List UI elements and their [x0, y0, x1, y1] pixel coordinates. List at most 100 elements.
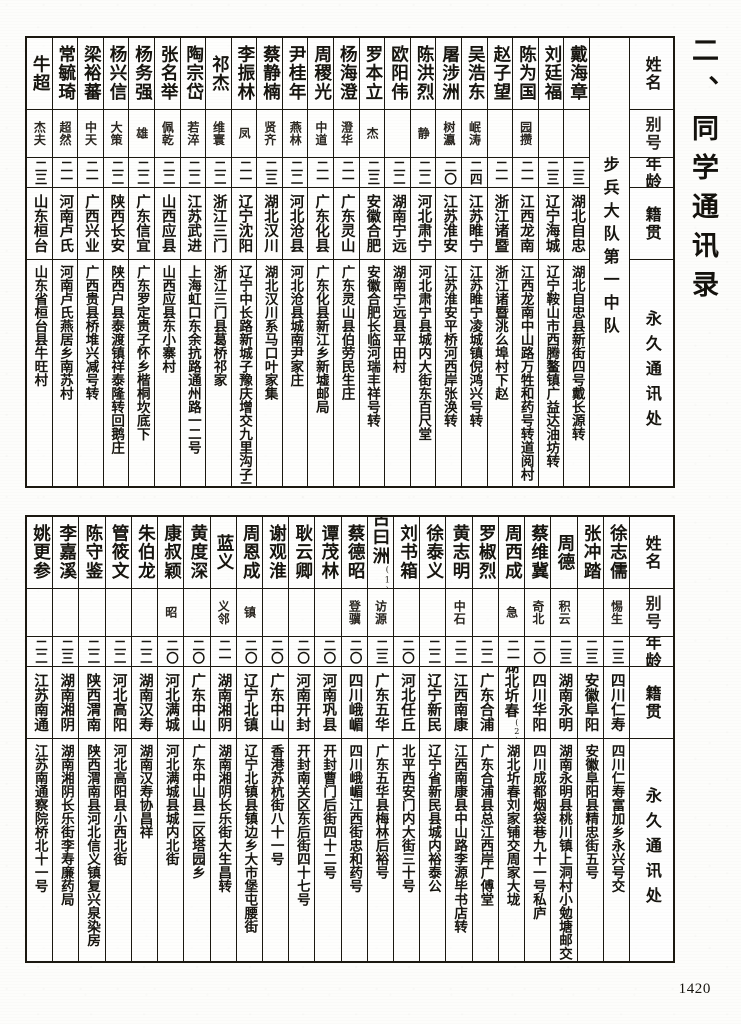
entry-age: 二三: [564, 158, 589, 188]
entry-name: 徐泰义: [420, 517, 446, 589]
entry-name: 谢观淮: [262, 517, 289, 589]
entry-age: 二一: [513, 158, 538, 188]
entry-alias: [487, 110, 513, 158]
entry-address: 上海虹口东余抗路通州路一二号: [184, 265, 201, 454]
directory-entry-column: 陈洪烈静二二 河北肃宁 河北肃宁县城内大街东百尺堂: [409, 38, 436, 486]
entry-address: 浙江三门县葛桥祁家: [210, 265, 227, 387]
entry-origin: 江苏淮安: [436, 188, 462, 260]
entry-alias: 佩乾: [154, 110, 180, 158]
entry-name: 蔡静楠: [257, 38, 282, 110]
entry-name: 康叔颖: [158, 517, 184, 589]
entry-age: 二三: [367, 637, 394, 667]
entry-origin: 广东化县: [308, 188, 334, 260]
entry-age: 二二: [26, 637, 53, 667]
entry-origin: 江西龙南: [513, 188, 538, 260]
entry-age: 二三: [603, 637, 629, 667]
directory-entry-column: 尹桂年 燕林 二二 河北沧县 河北沧县城南尹家庄: [281, 38, 308, 486]
entry-origin: 四川峨嵋: [341, 667, 367, 739]
directory-entry-column: 康叔颖昭二〇 河北满城 河北满城县城内北街: [157, 517, 184, 961]
entry-alias: [131, 589, 158, 637]
entry-address: 四川成都烟袋巷九十一号私庐: [529, 744, 546, 920]
directory-entry-column: 罗椒烈 二二 广东合浦 广东合浦县总江西岸广傅堂: [471, 517, 498, 961]
entry-origin: 河南巩县: [315, 667, 341, 739]
directory-entry-column: 杨务强雄二二 广东信宜 广东罗定贵子怀乡楷桐坎底下: [128, 38, 154, 486]
entry-name: 刘书箱: [394, 517, 420, 589]
entry-name: 陶宗岱: [180, 38, 206, 110]
header-label-name: 姓名: [630, 517, 673, 589]
entry-age: 二〇: [394, 637, 420, 667]
entry-name: 梁裕蕃: [78, 38, 103, 110]
entry-name: 耿云卿: [289, 517, 315, 589]
entry-address: 北平西安门内大街三十号: [398, 744, 415, 893]
entry-alias: [105, 589, 131, 637]
entry-alias: 岷涛: [462, 110, 487, 158]
entry-address: 辽宁省新民县城内裕泰公: [424, 744, 441, 893]
entry-address: 山西应县东小寨村: [159, 265, 176, 373]
entry-age: 二二: [420, 637, 446, 667]
entry-origin: 四川华阳: [525, 667, 551, 739]
entry-address: 陕西渭南县河北信义镇复兴泉染房: [84, 744, 101, 947]
header-label-origin: 籍贯: [630, 667, 673, 739]
directory-entry-column: 蔡静楠 贤齐 二三 湖北汉川 湖北汉川系马口叶家集: [256, 38, 282, 486]
entry-address: 河北满城县城内北街: [162, 744, 179, 866]
entry-origin: 四川仁寿: [603, 667, 629, 739]
entry-origin: 湖南永明: [551, 667, 577, 739]
entry-alias: 凤: [231, 110, 257, 158]
entry-origin: 广东灵山: [334, 188, 359, 260]
entry-address: 湖北自忠县新街四号戴长源转: [568, 265, 585, 441]
entry-alias: [53, 589, 79, 637]
entry-name: 陈为国: [513, 38, 538, 110]
entry-age: 二〇: [262, 637, 289, 667]
entry-origin: 湖北圻春(2): [498, 667, 525, 739]
entry-name: 徐志儒: [603, 517, 629, 589]
directory-entry-column: 牛超 杰夫 二三 山东桓台 山东省桓台县牛旺村: [26, 38, 52, 486]
entry-alias: [394, 589, 420, 637]
entry-age: 二三: [359, 158, 385, 188]
entry-alias: 访源: [367, 589, 394, 637]
directory-entry-column: 陈为国 园攒 二一 江西龙南 江西龙南中山路万牲和药号转道阅村: [512, 38, 538, 486]
directory-entry-column: 杨兴信 大策 二二 陕西长安 陕西户县泰渡镇祥泰隆转回鹅庄: [102, 38, 129, 486]
entry-name: 黄度深: [184, 517, 210, 589]
entry-origin: 河南卢氏: [52, 188, 78, 260]
entry-origin: 湖南湘阴: [210, 667, 236, 739]
entry-name: 张名举: [154, 38, 180, 110]
entry-age: 二四: [462, 158, 487, 188]
entry-origin: 山东桓台: [26, 188, 52, 260]
entry-address: 山东省桓台县牛旺村: [31, 265, 48, 387]
entry-name: 蔡维冀: [525, 517, 551, 589]
entry-address: 辽宁鞍山市西腾鳌镇广益达油坊转: [543, 265, 560, 468]
entry-age: 二〇: [436, 158, 462, 188]
entry-address: 广东合浦县总江西岸广傅堂: [477, 744, 494, 906]
entry-age: 二三: [53, 637, 79, 667]
entry-name: 周稷光: [308, 38, 334, 110]
entry-age: 二二: [206, 158, 231, 188]
entry-alias: [564, 110, 589, 158]
entry-name: 古曰洲(1): [367, 517, 394, 589]
column-header-labels: 姓名 别号 年龄 籍贯 永久通讯处: [629, 517, 673, 961]
entry-origin: 河北满城: [158, 667, 184, 739]
entry-name: 罗椒烈: [472, 517, 498, 589]
entry-address: 广东五华县梅林后裕号: [372, 744, 389, 879]
directory-entry-column: 刘书箱 二〇 河北任丘 北平西安门内大街三十号: [393, 517, 420, 961]
entry-origin: 江苏武进: [180, 188, 206, 260]
entry-alias: [26, 589, 53, 637]
header-label-alias: 别号: [630, 110, 673, 158]
entry-name: 杨海澄: [334, 38, 359, 110]
footnote-marker: (2): [512, 718, 522, 739]
entry-address: 湖南湘阴长乐街大生昌转: [215, 744, 232, 893]
entry-age: 二一: [498, 637, 525, 667]
entry-origin: 广东合浦: [472, 667, 498, 739]
entry-age: 二二: [410, 158, 436, 188]
entry-alias: [262, 589, 289, 637]
entry-address: 安徽合肥长临河瑞丰祥号转: [364, 265, 381, 427]
entry-name: 周西成: [498, 517, 525, 589]
entry-address: 江西龙南中山路万牲和药号转道阅村: [517, 265, 534, 481]
entry-address: 湖南永明县桃川镇上洞村小勉塘邮交: [556, 744, 573, 960]
directory-entry-column: 姚更参 二二 江苏南通 江苏南通察院桥北十一号: [26, 517, 53, 961]
entry-alias: 雄: [129, 110, 154, 158]
entry-address: 河南卢氏燕居乡南苏村: [56, 265, 73, 400]
entry-origin: 安徽阜阳: [577, 667, 603, 739]
entry-address: 湖南宁远县平田村: [389, 265, 406, 373]
page-number: 1420: [678, 981, 711, 997]
directory-entry-column: 陈守鉴 二二 陕西渭南 陕西渭南县河北信义镇复兴泉染房: [78, 517, 105, 961]
